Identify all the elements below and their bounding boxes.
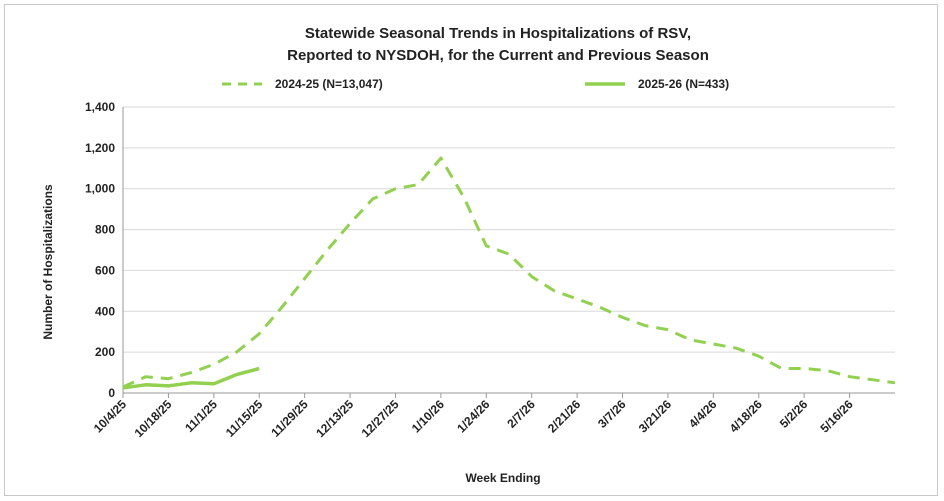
x-tick-label: 3/21/26 — [636, 397, 674, 435]
x-tick-label: 11/15/25 — [223, 397, 266, 440]
y-tick-label: 1,000 — [85, 182, 115, 196]
x-axis-label: Week Ending — [465, 471, 540, 485]
y-tick-label: 0 — [108, 386, 115, 400]
x-tick-label: 11/29/25 — [268, 397, 311, 440]
x-tick-label: 12/27/25 — [359, 397, 402, 440]
legend-label-2025-26: 2025-26 (N=433) — [638, 77, 729, 91]
y-tick-label: 200 — [95, 345, 115, 359]
y-tick-label: 800 — [95, 223, 115, 237]
chart-frame — [4, 4, 938, 496]
legend: 2024-25 (N=13,047) 2025-26 (N=433) — [222, 77, 729, 91]
y-tick-label: 1,200 — [85, 141, 115, 155]
x-tick-label: 2/21/26 — [545, 397, 583, 435]
y-axis-ticks: 0 200 400 600 800 1,000 1,200 1,400 — [85, 100, 115, 400]
x-tick-label: 11/1/25 — [182, 397, 220, 435]
x-tick-label: 5/2/26 — [777, 397, 811, 431]
chart-title-line2: Reported to NYSDOH, for the Current and … — [287, 47, 709, 64]
y-tick-label: 600 — [95, 263, 115, 277]
x-tick-label: 10/4/25 — [91, 397, 129, 435]
chart-title-line1: Statewide Seasonal Trends in Hospitaliza… — [305, 25, 691, 42]
y-tick-label: 1,400 — [85, 100, 115, 114]
series-line-2024-25 — [122, 156, 896, 389]
x-tick-label: 4/4/26 — [686, 397, 720, 431]
x-tick-label: 3/7/26 — [595, 397, 629, 431]
x-tick-label: 10/18/25 — [132, 397, 175, 440]
x-tick-label: 5/16/26 — [817, 397, 855, 435]
legend-label-2024-25: 2024-25 (N=13,047) — [275, 77, 383, 91]
x-tick-label: 2/7/26 — [504, 397, 538, 431]
x-tick-label: 1/24/26 — [454, 397, 492, 435]
x-tick-label: 1/10/26 — [409, 397, 447, 435]
x-tick-label: 4/18/26 — [727, 397, 765, 435]
x-axis-ticks: 10/4/25 10/18/25 11/1/25 11/15/25 11/29/25 12… — [91, 393, 856, 440]
series-line-2025-26 — [122, 366, 260, 390]
series-lines — [122, 156, 896, 390]
x-tick-label: 12/13/25 — [313, 397, 356, 440]
y-axis-label: Number of Hospitalizations — [41, 184, 55, 340]
y-tick-label: 400 — [95, 304, 115, 318]
gridlines — [122, 106, 895, 394]
